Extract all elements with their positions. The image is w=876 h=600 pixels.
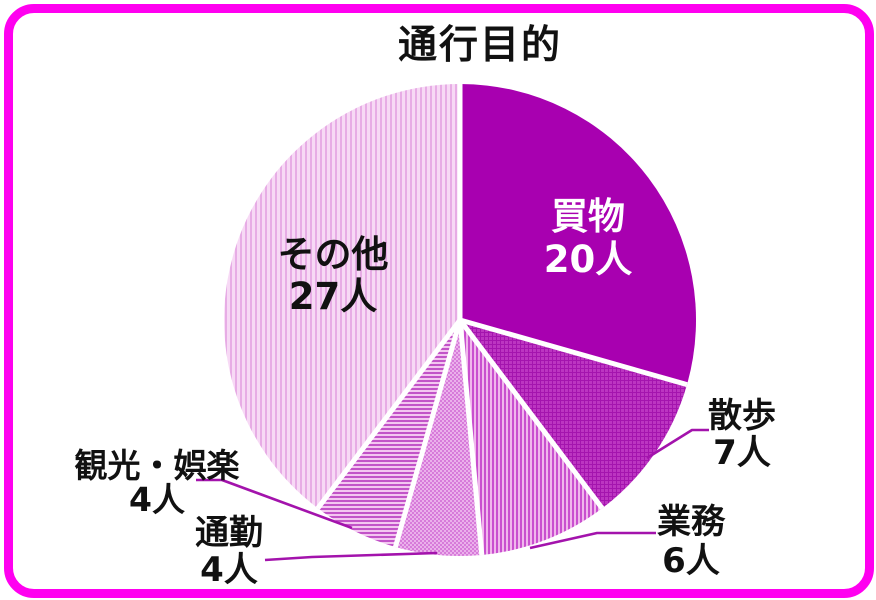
chart-title: 通行目的 (397, 23, 563, 68)
pie-slice (460, 320, 687, 509)
pie-slice (460, 320, 603, 555)
pie-slice (317, 320, 460, 547)
slice-separator (459, 317, 688, 388)
pie-slice (224, 84, 460, 509)
slice-outer-label: 観光・娯楽 4人 (75, 446, 240, 519)
slice-callout-line (264, 551, 438, 562)
slice-outer-label: 通勤 4人 (195, 513, 263, 590)
slice-separator (392, 319, 463, 548)
slice-callout-line (196, 478, 353, 530)
slice-outer-label: 散歩 7人 (708, 396, 776, 473)
slice-inner-label: 買物 20人 (544, 195, 633, 281)
slice-separator (458, 318, 605, 510)
slice-callout-line (646, 428, 709, 460)
pie-slice (460, 84, 697, 385)
slice-callout-line (529, 531, 656, 550)
slice-separator (457, 319, 485, 556)
slice-separator (315, 318, 462, 510)
slice-inner-label: その他 27人 (278, 233, 389, 318)
slice-outer-label: 業務 6人 (657, 502, 726, 581)
pie-slice (395, 320, 482, 557)
